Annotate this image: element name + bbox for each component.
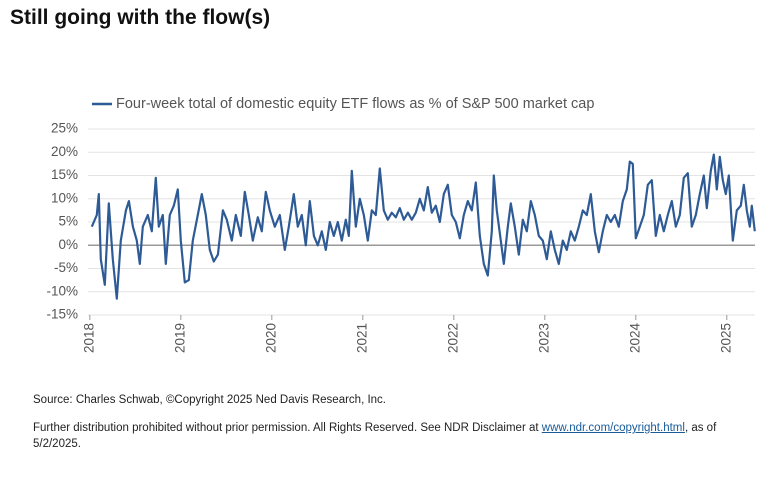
y-tick-label: 15% bbox=[51, 167, 78, 182]
y-tick-label: 10% bbox=[51, 190, 78, 205]
y-tick-label: 25% bbox=[51, 121, 78, 136]
disclaimer-date: , as of 5/2/2025. bbox=[33, 422, 717, 450]
legend-label: Four-week total of domestic equity ETF f… bbox=[116, 96, 594, 112]
disclaimer: Further distribution prohibited without … bbox=[33, 420, 763, 452]
series-line bbox=[90, 153, 756, 300]
y-tick-label: 20% bbox=[51, 144, 78, 159]
y-tick-label: 5% bbox=[58, 214, 78, 229]
x-tick-label: 2022 bbox=[445, 323, 460, 353]
x-tick-label: 2020 bbox=[263, 323, 278, 353]
chart: Four-week total of domestic equity ETF f… bbox=[46, 96, 756, 354]
x-tick-label: 2023 bbox=[536, 323, 551, 353]
y-tick-label: 0% bbox=[58, 237, 78, 252]
x-tick-label: 2024 bbox=[627, 323, 642, 354]
disclaimer-text: Further distribution prohibited without … bbox=[33, 422, 539, 434]
chart-title: Still going with the flow(s) bbox=[10, 6, 271, 29]
x-tick-label: 2025 bbox=[718, 323, 733, 353]
y-tick-label: -10% bbox=[46, 283, 78, 298]
x-tick-label: 2018 bbox=[81, 323, 96, 353]
y-tick-label: -15% bbox=[46, 307, 78, 322]
source-note: Source: Charles Schwab, ©Copyright 2025 … bbox=[33, 394, 387, 406]
y-tick-label: -5% bbox=[54, 260, 78, 275]
x-tick-label: 2021 bbox=[354, 323, 369, 353]
x-tick-label: 2019 bbox=[172, 323, 187, 353]
disclaimer-link[interactable]: www.ndr.com/copyright.html bbox=[541, 422, 685, 434]
